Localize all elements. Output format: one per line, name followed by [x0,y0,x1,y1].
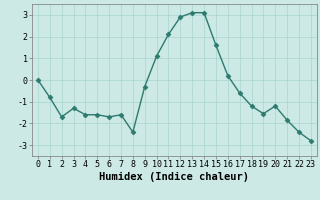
X-axis label: Humidex (Indice chaleur): Humidex (Indice chaleur) [100,172,249,182]
